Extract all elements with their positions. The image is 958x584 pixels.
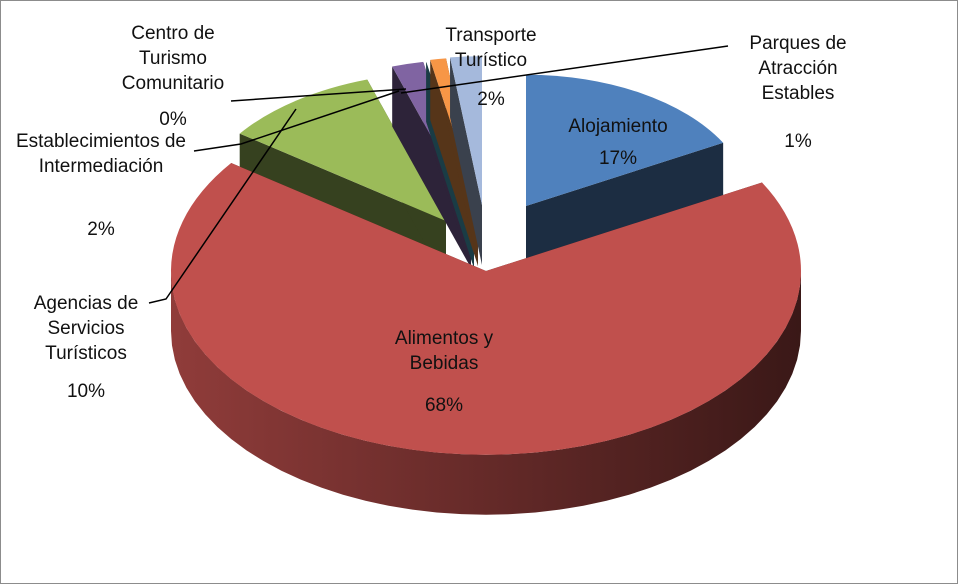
slice-wall xyxy=(430,59,478,267)
slice-label: Centro de Turismo Comunitario xyxy=(121,23,225,94)
value-label: 0% xyxy=(159,109,187,130)
value-label: 1% xyxy=(784,131,812,152)
slice-wall xyxy=(450,57,482,265)
slice-label: Agencias de Servicios Turísticos xyxy=(33,293,139,364)
value-label: 10% xyxy=(66,381,106,402)
slice-label: Establecimientos de Intermediación xyxy=(15,131,187,177)
slices xyxy=(171,56,802,515)
slice-label: Alimentos y Bebidas xyxy=(394,328,494,374)
leader-line xyxy=(230,88,407,102)
value-label: 68% xyxy=(424,395,464,416)
slice-top xyxy=(450,56,482,205)
leader-line xyxy=(400,45,729,94)
slice xyxy=(171,162,802,515)
slice xyxy=(450,56,482,265)
slice-wall xyxy=(392,66,471,269)
value-label: 2% xyxy=(87,219,115,240)
leader-line xyxy=(148,108,297,304)
slice-label: Alojamiento xyxy=(568,116,668,137)
slice-rim xyxy=(171,271,801,515)
leader-line xyxy=(193,90,400,152)
value-label: 17% xyxy=(598,148,638,169)
slice-top xyxy=(171,162,802,455)
leader-lines xyxy=(148,45,729,304)
slice xyxy=(526,74,724,266)
slice-top xyxy=(526,74,724,206)
slice-label: Parques de Atracción Estables xyxy=(749,33,847,104)
slice-wall xyxy=(526,142,724,266)
slice-label: Transporte Turístico xyxy=(445,25,537,71)
value-label: 2% xyxy=(477,89,505,110)
